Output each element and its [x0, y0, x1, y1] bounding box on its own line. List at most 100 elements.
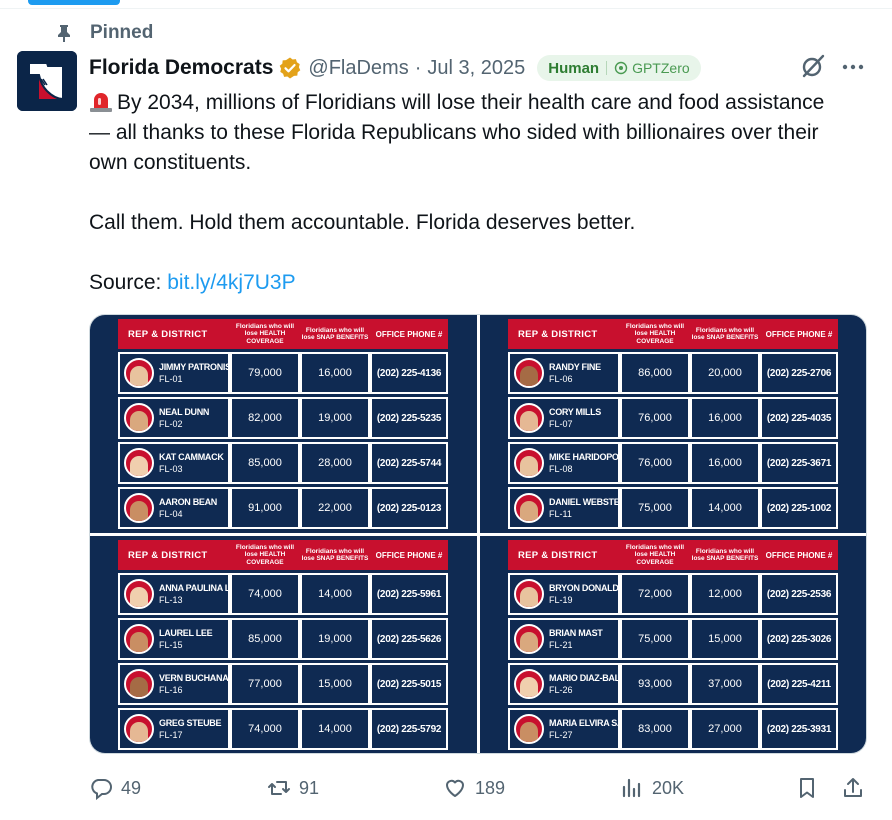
repost-button[interactable]: 91 — [267, 774, 319, 802]
rep-photo — [514, 669, 544, 699]
rep-district: FL-11 — [549, 509, 572, 519]
rep-cell: BRIAN MAST FL-21 — [508, 618, 620, 660]
table-row: JIMMY PATRONIS FL-01 79,000 16,000 (202) 225… — [118, 352, 448, 394]
snap-benefits-cell: 28,000 — [300, 442, 370, 484]
snap-benefits-cell: 20,000 — [690, 352, 760, 394]
rep-name: MIKE HARIDOPOLOS — [549, 452, 637, 462]
health-coverage-cell: 76,000 — [620, 397, 690, 439]
separator-dot: · — [414, 56, 422, 79]
table-row: MARIA ELVIRA SALAZAR FL-27 83,000 27,000 (20… — [508, 708, 838, 750]
florida-democrats-logo — [17, 51, 77, 111]
rep-name: BRIAN MAST — [549, 628, 603, 638]
media-grid[interactable]: REP & DISTRICT Floridians who will lose H… — [89, 314, 867, 754]
health-coverage-cell: 77,000 — [230, 663, 300, 705]
rep-district: FL-13 — [159, 595, 183, 605]
table-row: RANDY FINE FL-06 86,000 20,000 (202) 225-270… — [508, 352, 838, 394]
rep-photo — [124, 403, 154, 433]
rep-photo — [124, 448, 154, 478]
rep-cell: AARON BEAN FL-04 — [118, 487, 230, 529]
media-image-1[interactable]: REP & DISTRICT Floridians who will lose H… — [90, 315, 477, 533]
health-coverage-cell: 75,000 — [620, 487, 690, 529]
rep-photo — [124, 579, 154, 609]
table-row: DANIEL WEBSTER FL-11 75,000 14,000 (202) 225… — [508, 487, 838, 529]
rep-district: FL-04 — [159, 509, 183, 519]
timestamp[interactable]: Jul 3, 2025 — [427, 56, 526, 79]
rep-name: VERN BUCHANAN — [159, 673, 235, 683]
office-phone-cell: (202) 225-5744 — [370, 442, 448, 484]
office-phone-cell: (202) 225-3671 — [760, 442, 838, 484]
heart-icon — [446, 779, 464, 797]
media-image-4[interactable]: REP & DISTRICT Floridians who will lose H… — [480, 536, 866, 753]
tweet-line-2: Call them. Hold them accountable. Florid… — [89, 211, 636, 234]
rep-district: FL-15 — [159, 640, 183, 650]
rep-district: FL-02 — [159, 419, 183, 429]
table-row: GREG STEUBE FL-17 74,000 14,000 (202) 225-57… — [118, 708, 448, 750]
health-coverage-cell: 76,000 — [620, 442, 690, 484]
office-phone-cell: (202) 225-4211 — [760, 663, 838, 705]
snap-benefits-cell: 19,000 — [300, 618, 370, 660]
office-phone-cell: (202) 225-1002 — [760, 487, 838, 529]
pin-icon — [58, 25, 70, 42]
rep-photo — [124, 669, 154, 699]
office-phone-cell: (202) 225-3026 — [760, 618, 838, 660]
share-icon — [844, 778, 862, 797]
handle[interactable]: @FlaDems — [308, 56, 409, 79]
view-count: 20K — [652, 777, 685, 798]
siren-emoji-icon — [90, 93, 112, 112]
more-icon[interactable] — [840, 57, 866, 77]
office-phone-cell: (202) 225-0123 — [370, 487, 448, 529]
header-snap: Floridians who will lose SNAP BENEFITS — [301, 547, 369, 563]
snap-benefits-cell: 16,000 — [690, 397, 760, 439]
grok-icon[interactable] — [800, 53, 826, 79]
table-row: AARON BEAN FL-04 91,000 22,000 (202) 225-012… — [118, 487, 448, 529]
rep-cell: RANDY FINE FL-06 — [508, 352, 620, 394]
media-image-2[interactable]: REP & DISTRICT Floridians who will lose H… — [480, 315, 866, 533]
snap-benefits-cell: 27,000 — [690, 708, 760, 750]
health-coverage-cell: 85,000 — [230, 618, 300, 660]
avatar[interactable] — [17, 51, 77, 111]
views-button[interactable]: 20K — [620, 774, 684, 802]
header-health: Floridians who will lose HEALTH COVERAGE — [625, 543, 685, 566]
rep-name: ANNA PAULINA LUNA — [159, 583, 249, 593]
share-button[interactable] — [841, 774, 865, 802]
table-row: ANNA PAULINA LUNA FL-13 74,000 14,000 (202) … — [118, 573, 448, 615]
header-rep: REP & DISTRICT — [128, 549, 208, 561]
table-header: REP & DISTRICT Floridians who will lose H… — [118, 319, 448, 349]
office-phone-cell: (202) 225-5235 — [370, 397, 448, 439]
rep-cell: LAUREL LEE FL-15 — [118, 618, 230, 660]
verified-badge-icon[interactable] — [278, 56, 302, 80]
header-phone: OFFICE PHONE # — [765, 329, 833, 339]
snap-benefits-cell: 19,000 — [300, 397, 370, 439]
rep-district: FL-01 — [159, 374, 183, 384]
display-name[interactable]: Florida Democrats — [89, 56, 274, 79]
rep-cell: JIMMY PATRONIS FL-01 — [118, 352, 231, 394]
office-phone-cell: (202) 225-3931 — [760, 708, 838, 750]
header-health: Floridians who will lose HEALTH COVERAGE — [625, 322, 685, 345]
source-link[interactable]: bit.ly/4kj7U3P — [167, 271, 296, 294]
action-bar: 49 91 189 20K — [89, 774, 867, 802]
header-phone: OFFICE PHONE # — [375, 550, 443, 560]
rep-cell: MARIA ELVIRA SALAZAR FL-27 — [508, 708, 652, 750]
rep-name: NEAL DUNN — [159, 407, 210, 417]
rep-name: RANDY FINE — [549, 362, 601, 372]
rep-cell: ANNA PAULINA LUNA FL-13 — [118, 573, 249, 615]
rep-cell: DANIEL WEBSTER FL-11 — [508, 487, 626, 529]
like-button[interactable]: 189 — [443, 774, 505, 802]
rep-cell: BRYON DONALDS FL-19 — [508, 573, 625, 615]
header-rep: REP & DISTRICT — [128, 328, 208, 340]
media-image-3[interactable]: REP & DISTRICT Floridians who will lose H… — [90, 536, 477, 753]
pinned-row: Pinned — [56, 22, 153, 44]
repost-count: 91 — [299, 777, 320, 798]
rep-district: FL-08 — [549, 464, 573, 474]
health-coverage-cell: 79,000 — [230, 352, 300, 394]
rep-photo — [514, 403, 544, 433]
views-icon — [622, 778, 641, 798]
rep-name: JIMMY PATRONIS — [159, 362, 231, 372]
bookmark-button[interactable] — [795, 774, 819, 802]
rep-district: FL-21 — [549, 640, 573, 650]
health-coverage-cell: 74,000 — [230, 573, 300, 615]
like-count: 189 — [475, 777, 506, 798]
gptzero-badge[interactable]: Human GPTZero — [537, 55, 701, 81]
reply-button[interactable]: 49 — [89, 774, 141, 802]
table-row: MIKE HARIDOPOLOS FL-08 76,000 16,000 (202) 2… — [508, 442, 838, 484]
